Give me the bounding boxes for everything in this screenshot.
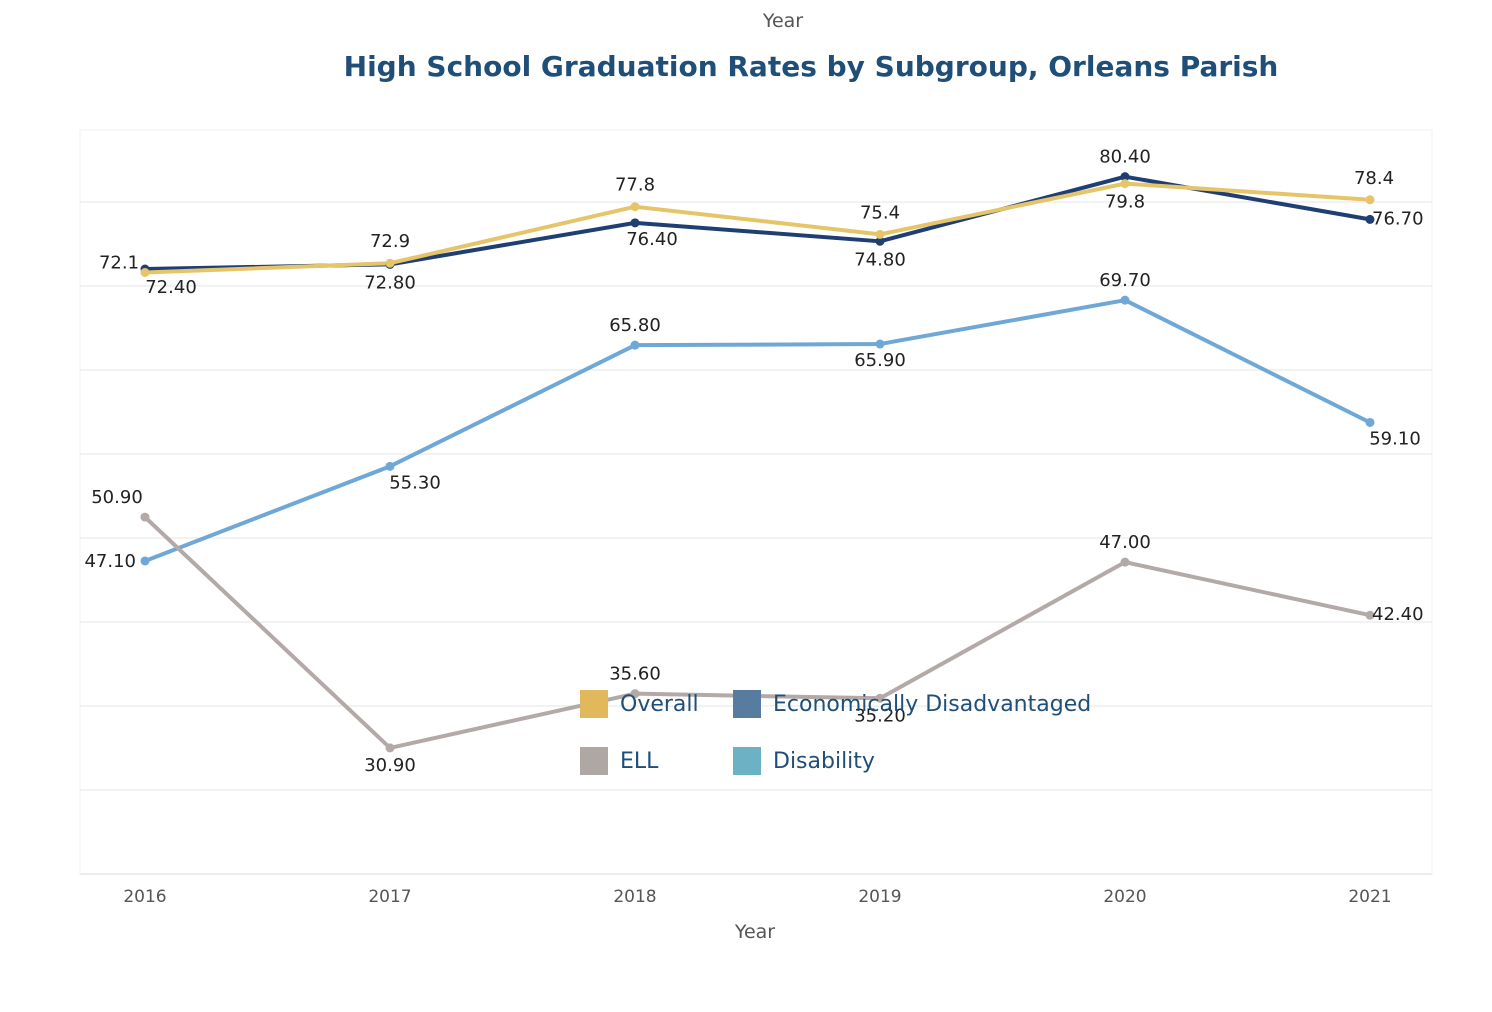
series-line	[143, 181, 1372, 275]
legend-label-ell: ELL	[620, 748, 659, 774]
data-labels: 72.1 72.9 77.8 75.4 79.8 78.4 72.40 72.80 76.40 7…	[84, 147, 1423, 776]
data-label: 35.60	[609, 664, 661, 685]
data-point	[630, 218, 640, 228]
data-point	[1120, 557, 1130, 567]
data-label: 75.4	[860, 202, 900, 223]
data-label: 72.80	[364, 272, 416, 293]
data-label: 72.1	[99, 252, 139, 273]
data-point	[385, 258, 395, 268]
data-points	[140, 172, 1375, 753]
x-tick-label: 2017	[368, 887, 411, 907]
legend-swatch-disability	[733, 747, 761, 775]
data-point	[1120, 295, 1130, 305]
data-point	[1365, 610, 1375, 620]
data-point	[875, 693, 885, 703]
x-tick-label: 2016	[123, 887, 166, 907]
chart-title: High School Graduation Rates by Subgroup…	[343, 50, 1279, 83]
data-point	[875, 339, 885, 349]
data-point	[630, 340, 640, 350]
data-label: 76.40	[626, 229, 678, 250]
data-point	[385, 743, 395, 753]
data-label: 72.40	[145, 277, 197, 298]
data-label: 65.90	[854, 350, 906, 371]
data-point	[1365, 417, 1375, 427]
data-label: 69.70	[1099, 270, 1151, 291]
data-point	[875, 236, 885, 246]
data-label: 59.10	[1369, 428, 1421, 449]
data-label: 78.4	[1354, 168, 1394, 189]
data-label: 74.80	[854, 249, 906, 270]
legend-label-disability: Disability	[773, 748, 875, 774]
x-axis-label: Year	[734, 921, 775, 943]
legend-item-disability: Disability	[733, 747, 875, 775]
data-label: 50.90	[91, 487, 143, 508]
data-label: 76.70	[1372, 208, 1424, 229]
legend-item-economically-disadvantaged: Economically Disadvantaged	[733, 690, 1091, 718]
x-axis-ticks: 2016 2017 2018 2019 2020 2021	[123, 887, 1391, 907]
data-label: 30.90	[364, 755, 416, 776]
series-line	[143, 298, 1372, 563]
data-label: 79.8	[1105, 192, 1145, 213]
data-label: 35.20	[854, 705, 906, 726]
legend-swatch-overall	[580, 690, 608, 718]
data-point	[1365, 195, 1375, 205]
data-label: 42.40	[1372, 604, 1424, 625]
data-label: 55.30	[389, 472, 441, 493]
x-tick-label: 2018	[613, 887, 656, 907]
data-point	[1120, 179, 1130, 189]
legend-swatch-ell	[580, 747, 608, 775]
legend-item-ell: ELL	[580, 747, 658, 775]
top-axis-label: Year	[762, 10, 804, 32]
data-point	[385, 461, 395, 471]
data-point	[875, 229, 885, 239]
x-tick-label: 2020	[1103, 887, 1146, 907]
data-label: 80.40	[1099, 147, 1151, 168]
data-label: 77.8	[615, 175, 655, 196]
legend-label-economically-disadvantaged: Economically Disadvantaged	[773, 691, 1092, 717]
legend-item-overall: Overall	[580, 690, 699, 718]
data-point	[1365, 214, 1375, 224]
data-point	[630, 202, 640, 212]
legend-label-overall: Overall	[620, 691, 699, 717]
data-point	[1120, 172, 1130, 182]
legend-swatch-economically-disadvantaged	[733, 690, 761, 718]
data-point	[140, 556, 150, 566]
data-label: 65.80	[609, 315, 661, 336]
data-point	[630, 689, 640, 699]
data-label: 47.00	[1099, 532, 1151, 553]
x-tick-label: 2021	[1348, 887, 1391, 907]
data-label: 47.10	[84, 551, 136, 572]
data-label: 72.9	[370, 231, 410, 252]
x-tick-label: 2019	[858, 887, 901, 907]
data-point	[140, 267, 150, 277]
data-point	[140, 512, 150, 522]
